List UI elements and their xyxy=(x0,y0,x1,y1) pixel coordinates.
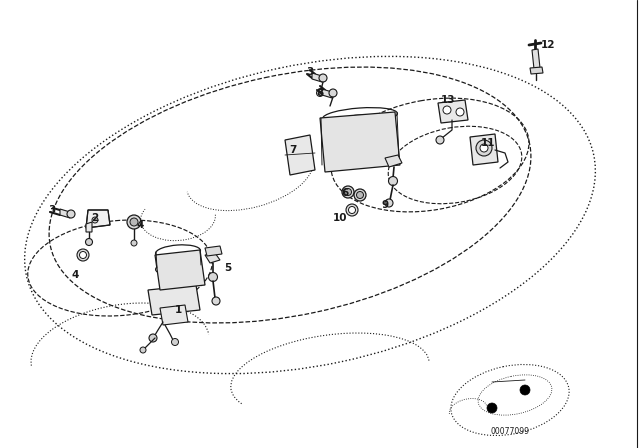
Circle shape xyxy=(385,199,393,207)
Text: 7: 7 xyxy=(289,145,297,155)
Circle shape xyxy=(443,106,451,114)
Circle shape xyxy=(209,272,218,281)
Polygon shape xyxy=(470,134,498,165)
Circle shape xyxy=(356,191,364,198)
Polygon shape xyxy=(86,210,110,228)
Circle shape xyxy=(354,189,366,201)
Text: 6: 6 xyxy=(341,188,349,198)
Polygon shape xyxy=(438,100,468,123)
Polygon shape xyxy=(60,209,70,218)
Polygon shape xyxy=(155,250,205,290)
Text: 10: 10 xyxy=(333,213,348,223)
Polygon shape xyxy=(285,135,315,175)
Polygon shape xyxy=(148,285,200,315)
Text: 13: 13 xyxy=(441,95,455,105)
Circle shape xyxy=(77,249,89,261)
Text: 1: 1 xyxy=(174,305,182,315)
Circle shape xyxy=(342,186,354,198)
Circle shape xyxy=(344,189,351,195)
Polygon shape xyxy=(312,73,322,82)
Text: 5: 5 xyxy=(225,263,232,273)
Polygon shape xyxy=(385,155,402,167)
Text: 12: 12 xyxy=(541,40,556,50)
Circle shape xyxy=(520,385,530,395)
Text: 8: 8 xyxy=(316,88,324,98)
Circle shape xyxy=(319,74,327,82)
Polygon shape xyxy=(205,253,220,263)
Circle shape xyxy=(130,218,138,226)
Polygon shape xyxy=(205,246,222,256)
Text: 2: 2 xyxy=(92,213,99,223)
Circle shape xyxy=(388,177,397,185)
Text: 3: 3 xyxy=(49,205,56,215)
Polygon shape xyxy=(320,112,400,172)
Text: 00077099: 00077099 xyxy=(490,427,529,436)
Circle shape xyxy=(456,108,464,116)
Circle shape xyxy=(86,238,93,246)
Text: 3: 3 xyxy=(307,67,314,77)
Polygon shape xyxy=(532,49,540,69)
Circle shape xyxy=(92,217,98,223)
Polygon shape xyxy=(530,67,543,74)
Circle shape xyxy=(131,240,137,246)
Circle shape xyxy=(346,204,358,216)
Circle shape xyxy=(476,140,492,156)
Circle shape xyxy=(127,215,141,229)
Polygon shape xyxy=(322,89,332,98)
Circle shape xyxy=(317,90,323,96)
Text: 11: 11 xyxy=(481,138,495,148)
Circle shape xyxy=(349,207,355,214)
Circle shape xyxy=(480,144,488,152)
Polygon shape xyxy=(86,222,92,232)
Circle shape xyxy=(67,210,75,218)
Circle shape xyxy=(487,403,497,413)
Circle shape xyxy=(172,339,179,345)
Circle shape xyxy=(436,136,444,144)
Text: 4: 4 xyxy=(71,270,79,280)
Polygon shape xyxy=(160,305,188,325)
Text: 9: 9 xyxy=(381,200,388,210)
Circle shape xyxy=(329,89,337,97)
Circle shape xyxy=(212,297,220,305)
Circle shape xyxy=(79,251,86,258)
Circle shape xyxy=(140,347,146,353)
Circle shape xyxy=(149,334,157,342)
Text: 4: 4 xyxy=(136,220,144,230)
